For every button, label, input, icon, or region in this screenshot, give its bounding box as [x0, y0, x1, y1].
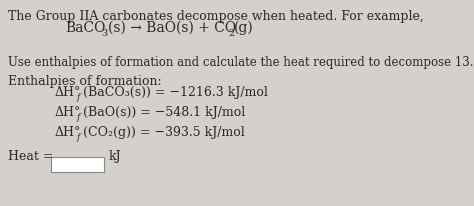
Text: ΔH°: ΔH° — [55, 105, 82, 118]
Text: Heat =: Heat = — [8, 149, 54, 162]
Text: BaCO: BaCO — [65, 21, 105, 35]
Text: ΔH°: ΔH° — [55, 85, 82, 98]
Text: Use enthalpies of formation and calculate the heat required to decompose 13.5 g : Use enthalpies of formation and calculat… — [8, 56, 474, 69]
Text: f: f — [77, 92, 81, 102]
FancyBboxPatch shape — [52, 157, 104, 172]
Text: kJ: kJ — [109, 149, 122, 162]
Text: ΔH°: ΔH° — [55, 125, 82, 138]
Text: (s) → BaO(s) + CO: (s) → BaO(s) + CO — [108, 21, 236, 35]
Text: Enthalpies of formation:: Enthalpies of formation: — [8, 75, 162, 88]
Text: (CO₂(g)) = −393.5 kJ/mol: (CO₂(g)) = −393.5 kJ/mol — [83, 125, 245, 138]
Text: (g): (g) — [234, 21, 254, 35]
Text: The Group IIA carbonates decompose when heated. For example,: The Group IIA carbonates decompose when … — [8, 10, 424, 23]
Text: 2: 2 — [228, 29, 234, 38]
Text: f: f — [77, 112, 81, 121]
Text: f: f — [77, 132, 81, 141]
Text: (BaCO₃(s)) = −1216.3 kJ/mol: (BaCO₃(s)) = −1216.3 kJ/mol — [83, 85, 268, 98]
Text: (BaO(s)) = −548.1 kJ/mol: (BaO(s)) = −548.1 kJ/mol — [83, 105, 245, 118]
Text: 3: 3 — [101, 29, 107, 38]
